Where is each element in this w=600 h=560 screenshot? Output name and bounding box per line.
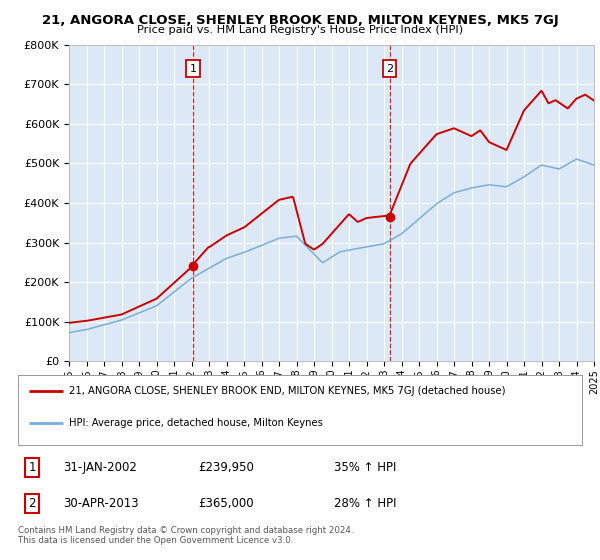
Text: 21, ANGORA CLOSE, SHENLEY BROOK END, MILTON KEYNES, MK5 7GJ: 21, ANGORA CLOSE, SHENLEY BROOK END, MIL…	[41, 14, 559, 27]
Text: £239,950: £239,950	[199, 461, 254, 474]
Text: 31-JAN-2002: 31-JAN-2002	[63, 461, 137, 474]
Text: 2: 2	[386, 63, 394, 73]
Text: 21, ANGORA CLOSE, SHENLEY BROOK END, MILTON KEYNES, MK5 7GJ (detached house): 21, ANGORA CLOSE, SHENLEY BROOK END, MIL…	[69, 386, 505, 396]
Text: Price paid vs. HM Land Registry's House Price Index (HPI): Price paid vs. HM Land Registry's House …	[137, 25, 463, 35]
Text: 2: 2	[28, 497, 36, 510]
Text: 1: 1	[28, 461, 36, 474]
Text: HPI: Average price, detached house, Milton Keynes: HPI: Average price, detached house, Milt…	[69, 418, 323, 428]
Text: 35% ↑ HPI: 35% ↑ HPI	[334, 461, 396, 474]
Text: 30-APR-2013: 30-APR-2013	[63, 497, 139, 510]
Text: This data is licensed under the Open Government Licence v3.0.: This data is licensed under the Open Gov…	[18, 536, 293, 545]
Text: 28% ↑ HPI: 28% ↑ HPI	[334, 497, 397, 510]
Text: Contains HM Land Registry data © Crown copyright and database right 2024.: Contains HM Land Registry data © Crown c…	[18, 526, 353, 535]
Text: 1: 1	[190, 63, 196, 73]
Text: £365,000: £365,000	[199, 497, 254, 510]
